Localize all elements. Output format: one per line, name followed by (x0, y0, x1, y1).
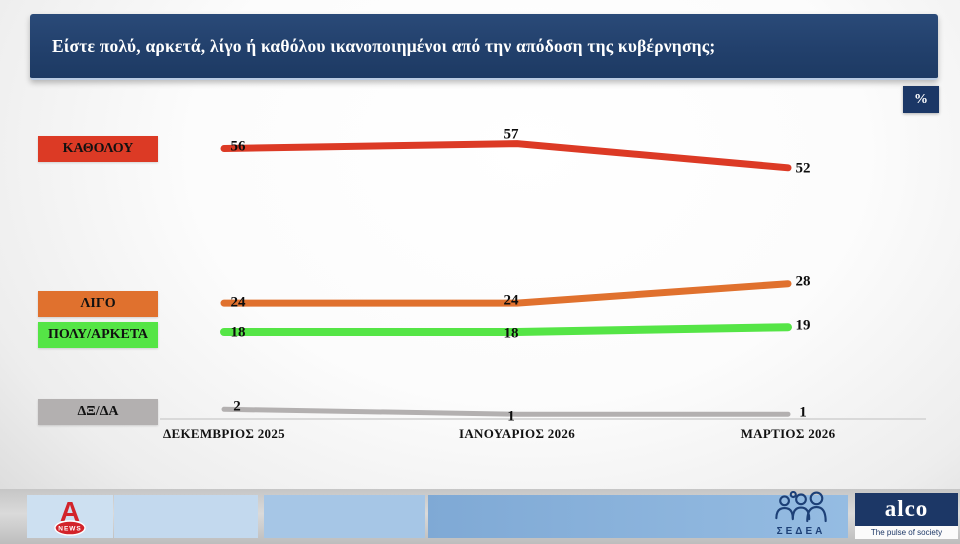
series-line-0 (220, 140, 792, 172)
alpha-letter: A (60, 496, 80, 527)
value-label: 1 (507, 408, 515, 425)
question-title: Είστε πολύ, αρκετά, λίγο ή καθόλου ικανο… (52, 35, 716, 56)
value-label: 18 (503, 325, 519, 342)
footer-panel-2 (114, 495, 258, 538)
percent-unit-badge: % (903, 86, 939, 113)
footer-panel-3 (264, 495, 425, 538)
series-line-3 (221, 406, 791, 417)
legend-2: ΠΟΛΥ/ΑΡΚΕΤΑ (38, 322, 158, 349)
alpha-news-icon: A NEWS (54, 496, 86, 536)
value-label: 2 (233, 398, 241, 415)
x-axis-label: ΜΑΡΤΙΟΣ 2026 (740, 426, 836, 441)
series-line-1 (220, 280, 792, 307)
alpha-news-logo: A NEWS (27, 495, 113, 538)
x-axis-label: ΔΕΚΕΜΒΡΙΟΣ 2025 (163, 426, 285, 441)
question-banner: Είστε πολύ, αρκετά, λίγο ή καθόλου ικανο… (30, 14, 938, 80)
value-label: 1 (799, 404, 807, 421)
alco-tagline: The pulse of society (855, 526, 958, 539)
value-label: 56 (230, 138, 246, 155)
alpha-news-badge (54, 519, 86, 536)
footer-bar: A NEWS ΣΕΔΕΑ alco (0, 489, 960, 544)
footer-panel-4 (428, 495, 848, 538)
value-label: 24 (230, 294, 246, 311)
value-label: 52 (795, 160, 811, 177)
series-line-2 (220, 323, 792, 336)
alco-wordmark: alco (855, 493, 958, 526)
value-label: 19 (795, 317, 811, 334)
sedea-logo: ΣΕΔΕΑ (770, 491, 832, 541)
sedea-label: ΣΕΔΕΑ (776, 526, 826, 537)
value-label: 18 (230, 324, 246, 341)
x-axis-label: ΙΑΝΟΥΑΡΙΟΣ 2026 (458, 426, 576, 441)
alpha-news-text: NEWS (58, 525, 82, 532)
legend-0: ΚΑΘΟΛΟΥ (38, 136, 158, 163)
legend-1: ΛΙΓΟ (38, 291, 158, 318)
value-label: 28 (795, 273, 811, 290)
value-label: 24 (503, 292, 519, 309)
alco-logo: alco The pulse of society (855, 493, 958, 539)
value-label: 57 (503, 126, 519, 143)
sedea-people-icon (775, 491, 827, 523)
legend-3: ΔΞ/ΔΑ (38, 399, 158, 426)
